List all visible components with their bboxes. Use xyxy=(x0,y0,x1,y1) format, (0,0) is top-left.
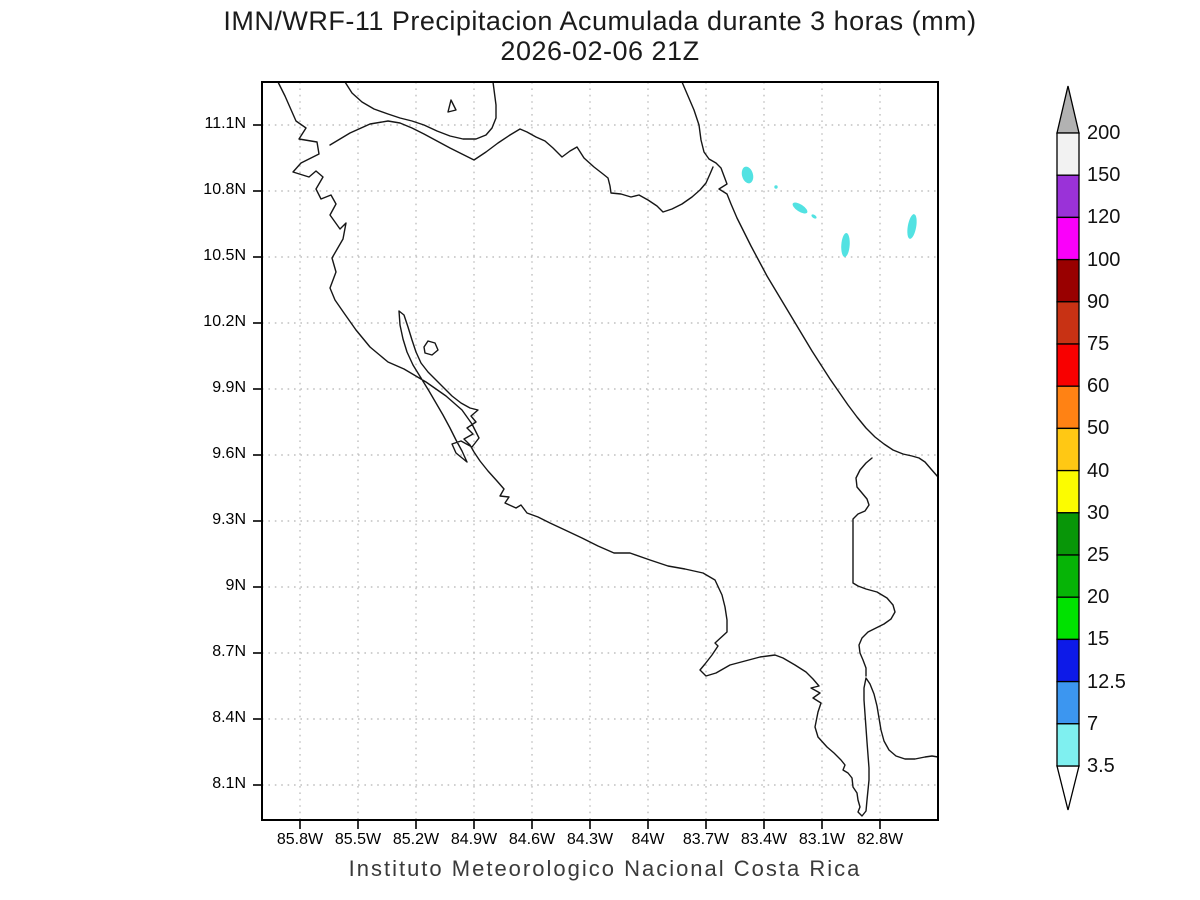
colorbar-segment xyxy=(1056,680,1080,725)
lon-tick-label: 83.4W xyxy=(740,831,788,848)
lat-tick-label: 10.8N xyxy=(203,181,246,198)
colorbar-tick-label: 75 xyxy=(1087,333,1110,355)
lat-tick-label: 9.9N xyxy=(212,379,246,396)
lon-tick-label: 83.1W xyxy=(798,831,846,848)
map-frame xyxy=(261,81,939,821)
colorbar-tick-label: 20 xyxy=(1087,586,1110,609)
colorbar-tick-label: 120 xyxy=(1087,206,1121,229)
lat-tick-label: 8.7N xyxy=(212,643,246,660)
colorbar-scale xyxy=(1056,132,1080,767)
colorbar-tick-label: 3.5 xyxy=(1087,755,1115,777)
lon-tick-label: 84.3W xyxy=(566,831,614,848)
colorbar-tick-label: 40 xyxy=(1087,459,1110,482)
colorbar-segment xyxy=(1056,723,1080,767)
lat-tick-label: 9.3N xyxy=(212,511,246,528)
chira-island-outline xyxy=(423,340,439,356)
colorbar-tick-label: 200 xyxy=(1087,122,1121,144)
colorbar-segment xyxy=(1056,554,1080,598)
lat-tick-label: 11.1N xyxy=(204,115,246,132)
colorbar-arrow-top xyxy=(1056,85,1080,134)
coastline-layer xyxy=(277,81,939,817)
colorbar-tick-label: 50 xyxy=(1087,417,1110,440)
lon-tick-label: 84.6W xyxy=(508,831,556,848)
colorbar-tick-label: 60 xyxy=(1087,375,1110,398)
colorbar-tick-label: 15 xyxy=(1087,628,1110,651)
colorbar-tick-label: 100 xyxy=(1087,248,1121,271)
colorbar-segment xyxy=(1056,427,1080,472)
nicaragua-border xyxy=(329,120,714,213)
colorbar-tick-label: 7 xyxy=(1087,712,1099,735)
caribbean-coastline xyxy=(681,81,939,478)
panama-border xyxy=(852,457,896,677)
map-valid-time: 2026-02-06 21Z xyxy=(500,36,700,66)
colorbar-segment xyxy=(1056,512,1080,556)
colorbar-segment xyxy=(1056,343,1080,387)
colorbar-tick-label: 30 xyxy=(1087,501,1110,524)
rain-cell xyxy=(792,202,808,214)
colorbar-segment xyxy=(1056,596,1080,641)
lat-tick-label: 9N xyxy=(225,577,246,594)
colorbar-tick-label: 150 xyxy=(1087,164,1121,187)
colorbar-tick-label: 25 xyxy=(1087,544,1110,566)
lake-nicaragua-shore xyxy=(344,81,497,140)
rain-cell xyxy=(907,214,917,239)
rain-cell xyxy=(811,214,817,219)
tick-layer xyxy=(253,124,881,829)
pacific-coastline xyxy=(277,81,939,817)
colorbar-tick-label: 12.5 xyxy=(1087,670,1126,693)
rain-cell xyxy=(841,233,850,257)
lat-tick-label: 10.5N xyxy=(203,247,246,264)
grid-layer xyxy=(262,82,938,820)
colorbar-segment xyxy=(1056,174,1080,219)
lat-tick-label: 8.1N xyxy=(212,775,246,792)
lon-tick-label: 85.5W xyxy=(334,831,382,848)
precipitation-layer xyxy=(741,166,917,257)
lon-tick-label: 84W xyxy=(631,831,665,848)
colorbar-segment xyxy=(1056,301,1080,345)
colorbar-segment xyxy=(1056,469,1080,514)
lon-tick-label: 83.7W xyxy=(682,831,730,848)
lon-tick-label: 85.8W xyxy=(276,831,324,848)
map-title: IMN/WRF-11 Precipitacion Acumulada duran… xyxy=(223,6,977,36)
lake-island-outline xyxy=(447,99,457,113)
rain-cell xyxy=(741,166,754,184)
lon-tick-label: 85.2W xyxy=(392,831,440,848)
colorbar-segment xyxy=(1056,132,1080,176)
lat-tick-label: 8.4N xyxy=(212,709,246,726)
colorbar-segment xyxy=(1056,385,1080,430)
rain-cell xyxy=(774,185,778,189)
colorbar-segment xyxy=(1056,216,1080,261)
lat-tick-label: 10.2N xyxy=(203,313,246,330)
lon-tick-label: 82.8W xyxy=(856,831,904,848)
colorbar-tick-label: 90 xyxy=(1087,290,1110,313)
lat-tick-label: 9.6N xyxy=(212,445,246,462)
colorbar-arrow-bottom xyxy=(1056,765,1080,811)
lon-tick-label: 84.9W xyxy=(450,831,498,848)
colorbar-segment xyxy=(1056,258,1080,303)
footer-caption: Instituto Meteorologico Nacional Costa R… xyxy=(348,856,862,881)
colorbar-segment xyxy=(1056,638,1080,683)
